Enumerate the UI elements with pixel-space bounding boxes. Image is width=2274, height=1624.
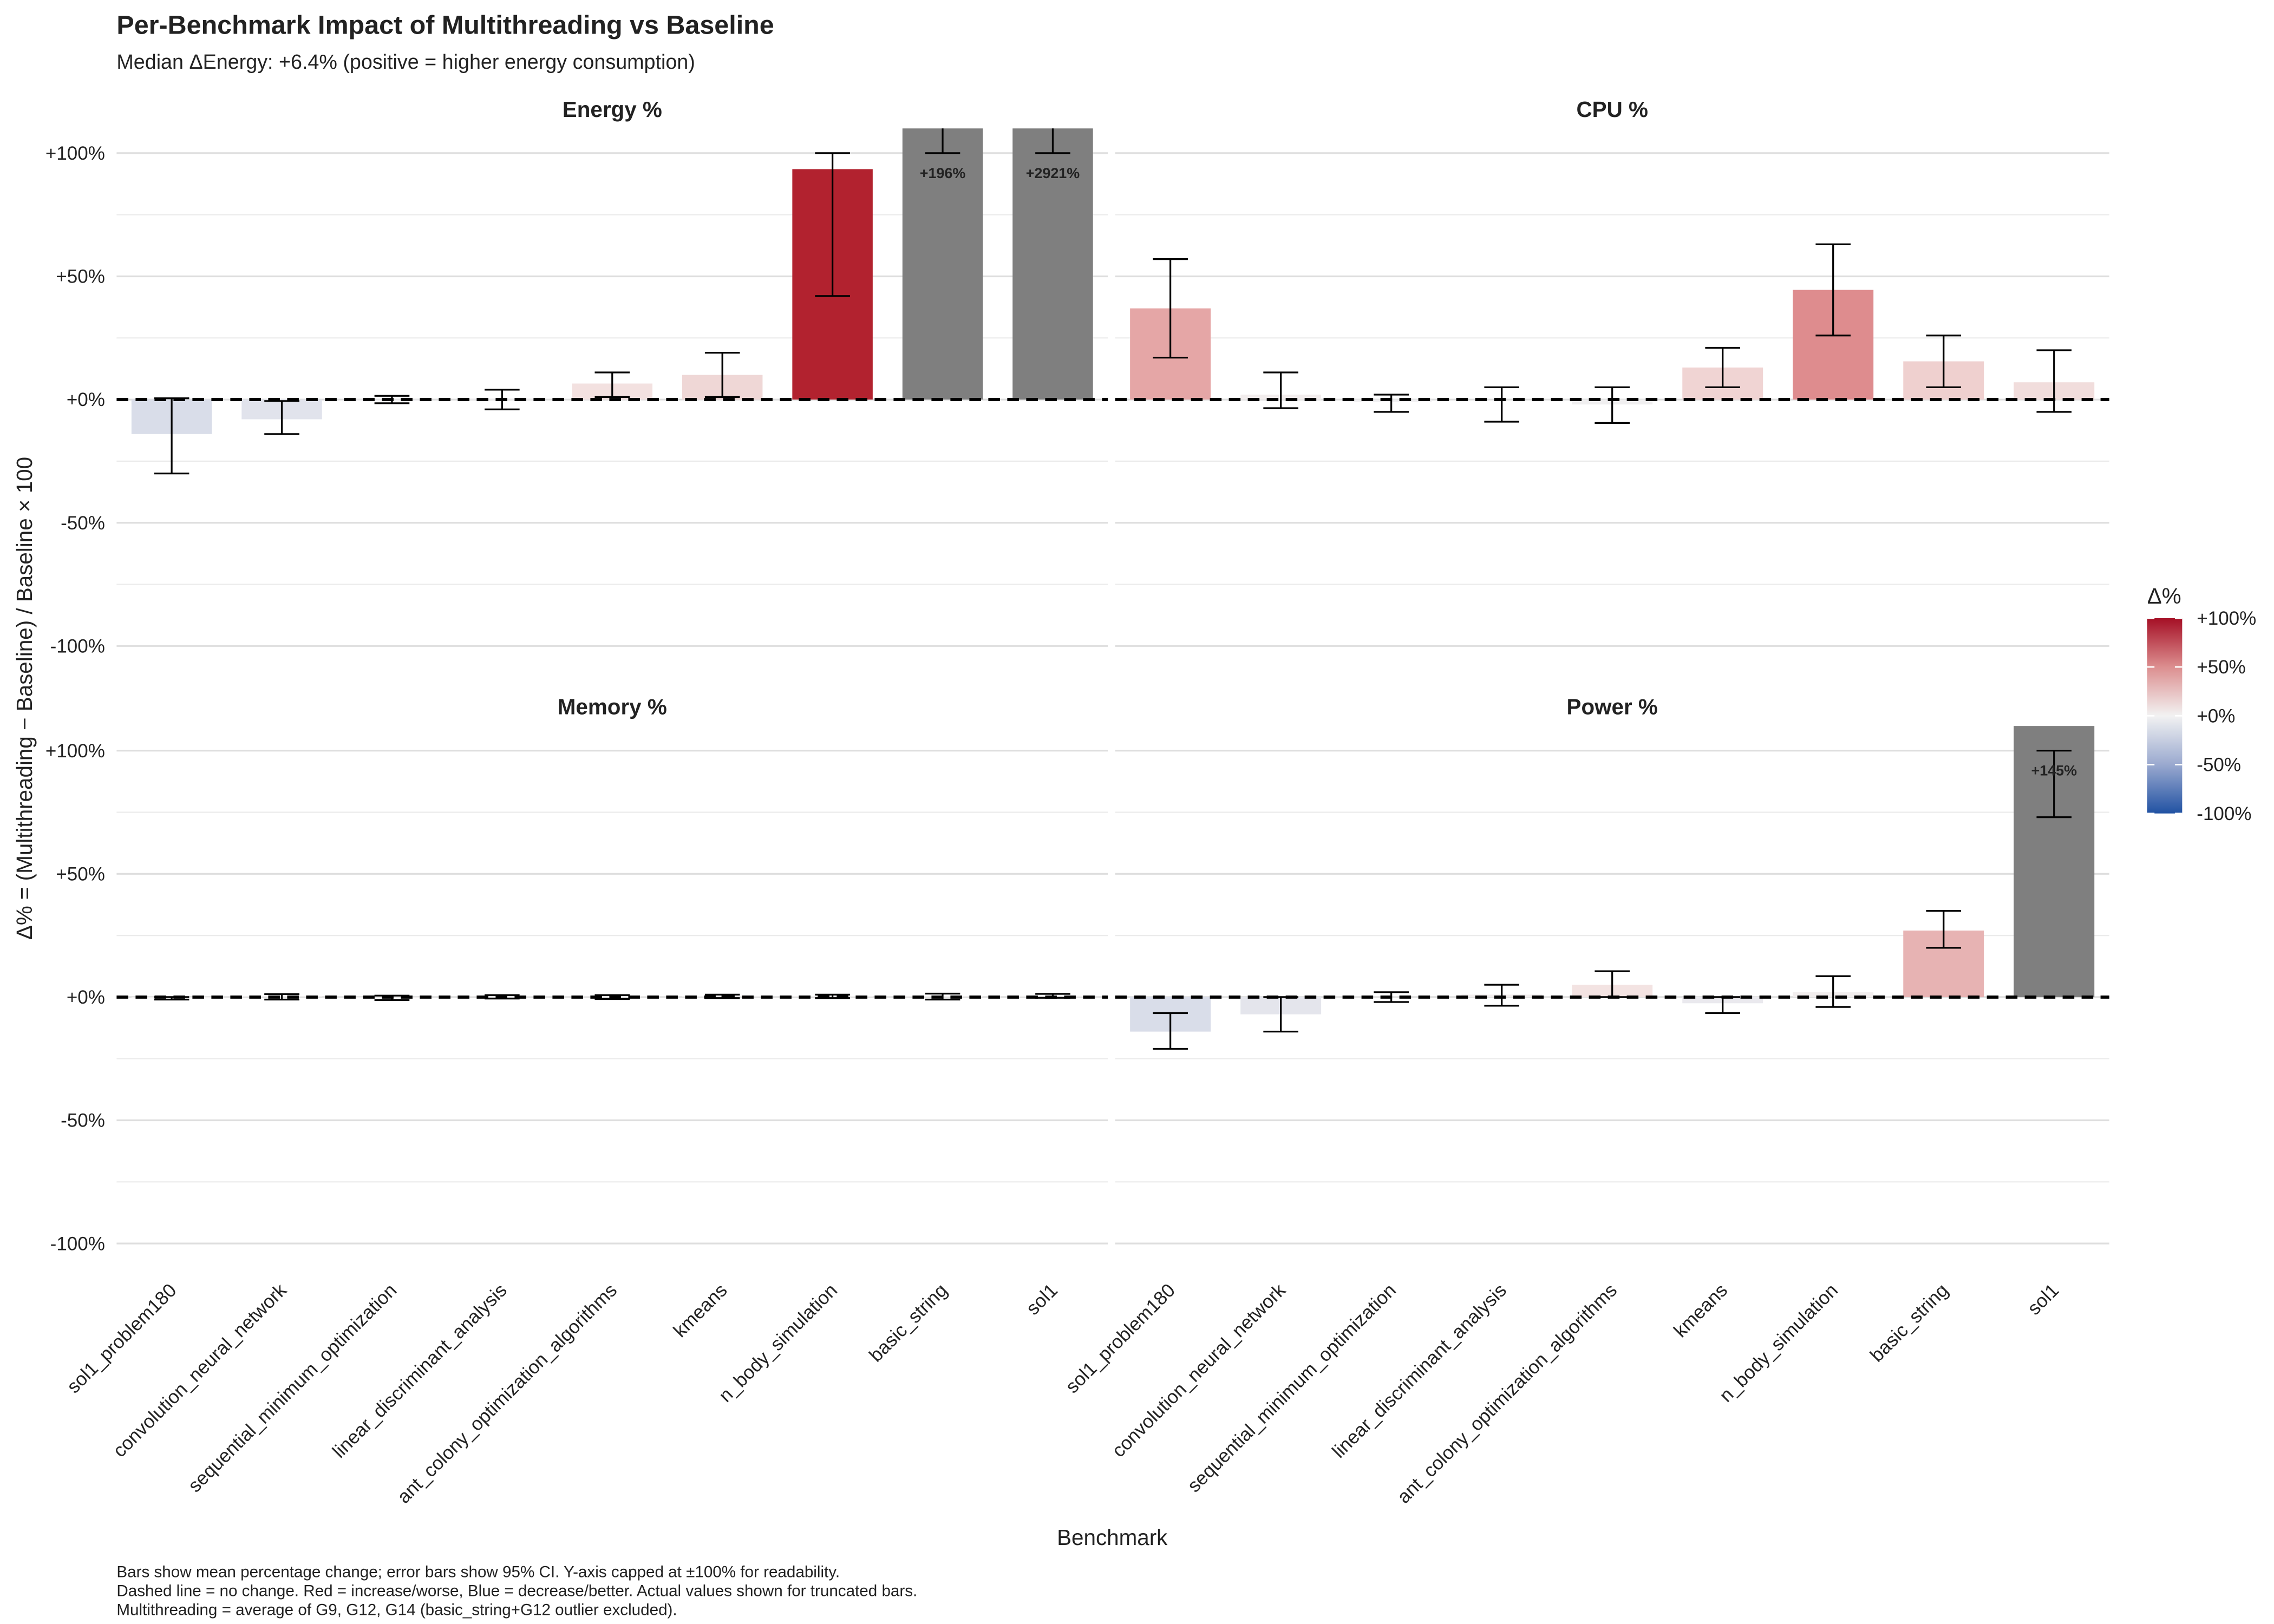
value-label: +145% <box>2031 763 2077 779</box>
y-tick-label: -100% <box>50 1233 105 1254</box>
legend-label: +100% <box>2197 608 2256 629</box>
bar <box>1012 128 1093 400</box>
y-tick-label: +50% <box>56 863 104 885</box>
chart-subtitle: Median ΔEnergy: +6.4% (positive = higher… <box>116 50 695 73</box>
legend-label: +0% <box>2197 705 2235 726</box>
plot-area <box>1130 726 2095 1050</box>
y-tick-label: -100% <box>50 636 105 657</box>
facet-title: Power % <box>1567 695 1658 719</box>
legend-label: -50% <box>2197 755 2241 776</box>
legend-label: +50% <box>2197 657 2246 678</box>
bar <box>902 128 983 400</box>
x-axis-label: Benchmark <box>1057 1525 1168 1550</box>
y-axis-label: Δ% = (Multithreading − Baseline) / Basel… <box>12 457 37 940</box>
plot-area <box>131 128 1093 475</box>
plot-area <box>1130 243 2095 424</box>
chart-title: Per-Benchmark Impact of Multithreading v… <box>116 10 774 40</box>
y-tick-label: +0% <box>67 987 105 1008</box>
caption: Bars show mean percentage change; error … <box>116 1563 840 1581</box>
facet-title: Energy % <box>563 97 662 122</box>
y-tick-label: -50% <box>61 1110 105 1131</box>
y-tick-label: +100% <box>45 741 105 762</box>
value-label: +2921% <box>1026 165 1080 181</box>
facet-title: Memory % <box>558 695 667 719</box>
legend-label: -100% <box>2197 803 2251 824</box>
facet-title: CPU % <box>1577 97 1648 122</box>
y-tick-label: +0% <box>67 389 105 410</box>
legend-title: Δ% <box>2147 584 2181 608</box>
caption: Dashed line = no change. Red = increase/… <box>116 1582 917 1600</box>
y-tick-label: +50% <box>56 266 104 287</box>
y-tick-label: -50% <box>61 513 105 534</box>
caption: Multithreading = average of G9, G12, G14… <box>116 1601 677 1619</box>
y-tick-label: +100% <box>45 143 105 164</box>
value-label: +196% <box>920 165 966 181</box>
